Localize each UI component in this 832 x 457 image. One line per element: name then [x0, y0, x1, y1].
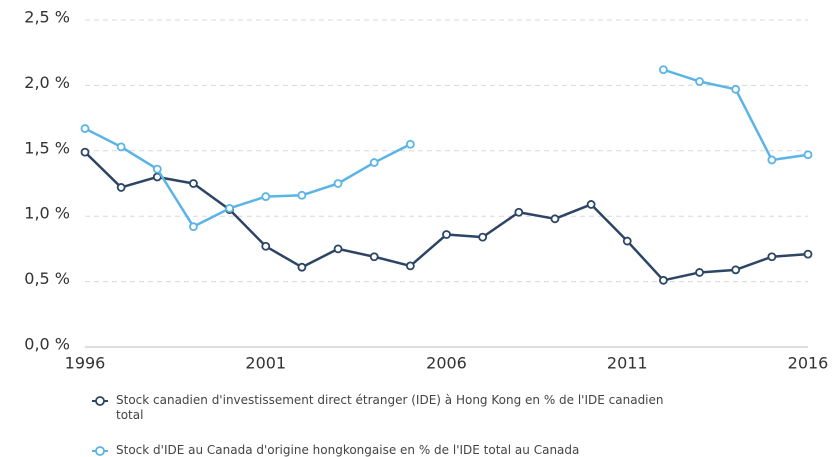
x-tick-label: 2011 — [607, 354, 648, 373]
point — [297, 190, 307, 200]
legend-marker — [95, 396, 105, 406]
point — [261, 192, 271, 201]
legend-item: Stock canadien d'investissement direct é… — [92, 393, 692, 423]
x-tick-label: 1996 — [65, 354, 106, 373]
chart: 0,0 % 0,5 % 1,0 % 1,5 % 2,0 % 2,5 % 1996 2001 20… — [24, 8, 829, 373]
y-tick-label: 0,0 % — [24, 335, 70, 354]
x-tick-label: 2016 — [788, 354, 829, 373]
point — [514, 207, 524, 217]
point — [333, 244, 343, 254]
point — [803, 249, 813, 259]
y-tick-label: 2,0 % — [24, 73, 70, 92]
point — [297, 262, 307, 272]
point — [80, 147, 90, 157]
point — [659, 65, 668, 75]
point — [333, 179, 343, 188]
point — [731, 265, 741, 275]
x-tick-label: 2001 — [245, 354, 286, 373]
point — [767, 252, 777, 262]
point — [478, 232, 488, 242]
point — [189, 222, 198, 232]
point — [225, 203, 235, 213]
point — [731, 84, 741, 94]
point — [659, 275, 668, 285]
point — [586, 200, 596, 209]
legend-icon — [92, 396, 108, 406]
point — [803, 150, 813, 160]
legend-label: Stock canadien d'investissement direct é… — [116, 393, 664, 422]
legend-item: Stock d'IDE au Canada d'origine hongkong… — [92, 443, 692, 457]
x-tick-label: 2006 — [426, 354, 467, 373]
point — [695, 268, 704, 277]
legend-icon — [92, 446, 108, 456]
point — [369, 252, 379, 262]
point — [767, 155, 777, 165]
point — [405, 261, 415, 271]
point — [550, 214, 560, 224]
point — [189, 179, 198, 188]
legend-label: Stock d'IDE au Canada d'origine hongkong… — [116, 443, 580, 457]
point — [152, 164, 162, 174]
point — [80, 124, 90, 133]
y-tick-label: 2,5 % — [24, 8, 70, 27]
legend-marker — [95, 446, 105, 456]
point — [695, 77, 704, 86]
series-line — [84, 68, 809, 228]
point — [622, 236, 632, 246]
y-tick-label: 1,5 % — [24, 138, 70, 157]
point — [442, 230, 451, 239]
point — [116, 142, 126, 152]
y-tick-label: 0,5 % — [24, 269, 70, 288]
point — [369, 158, 379, 167]
y-tick-label: 1,0 % — [24, 204, 70, 223]
point — [261, 241, 271, 251]
point — [116, 183, 126, 192]
point — [405, 139, 415, 149]
